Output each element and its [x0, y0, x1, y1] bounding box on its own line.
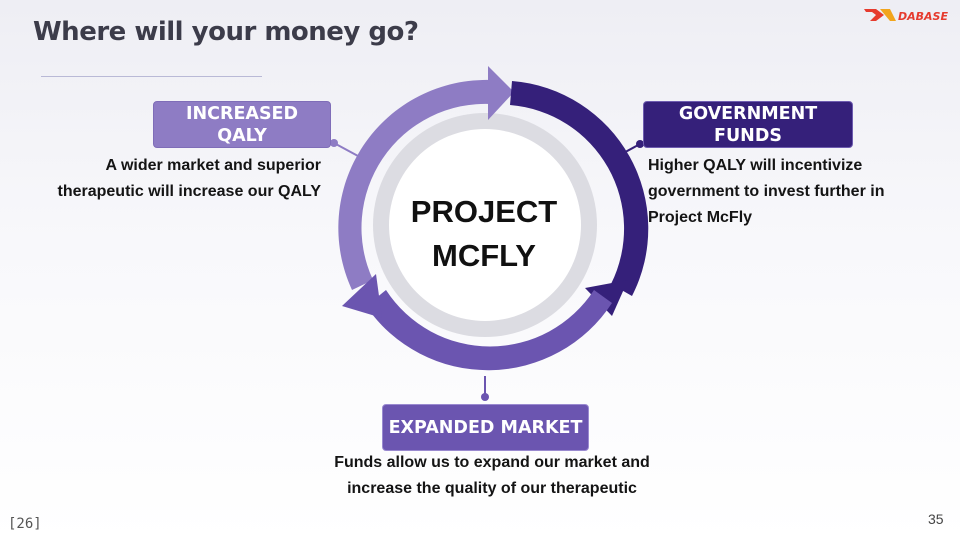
cycle-segment-government [510, 81, 649, 296]
logo-text: DABASE [898, 10, 948, 23]
node-label-government-funds: GOVERNMENT FUNDS [678, 103, 818, 146]
slide-title: Where will your money go? [33, 17, 419, 47]
page-number: 35 [928, 511, 944, 527]
connector-qaly [333, 142, 359, 157]
cycle-arrowhead-market [342, 274, 382, 318]
center-label: PROJECT MCFLY [384, 190, 584, 278]
node-box-expanded-market: EXPANDED MARKET [382, 404, 589, 451]
logo-mark-icon [864, 9, 884, 21]
title-underline [41, 76, 262, 77]
center-disc [389, 129, 581, 321]
node-label-expanded-market: EXPANDED MARKET [388, 417, 583, 438]
connector-dot-market [481, 393, 489, 401]
cycle-arrowhead-government [585, 280, 628, 316]
reference-citation: [26] [8, 516, 42, 532]
node-box-government-funds: GOVERNMENT FUNDS [643, 101, 853, 148]
node-description-government-funds: Higher QALY will incentivize government … [648, 157, 885, 226]
connector-dot-government [636, 140, 644, 148]
node-box-increased-qaly: INCREASED QALY [153, 101, 331, 148]
connector-dot-qaly [330, 139, 338, 147]
cycle-segment-qaly [338, 79, 492, 291]
node-description-expanded-market: Funds allow us to expand our market and … [334, 454, 650, 497]
node-description-increased-qaly: A wider market and superior therapeutic … [57, 157, 322, 200]
center-label-line1: PROJECT [410, 194, 558, 229]
logo-mark-accent [880, 9, 896, 21]
center-label-line2: MCFLY [432, 238, 536, 273]
node-label-increased-qaly: INCREASED QALY [185, 103, 299, 146]
cycle-segment-market [366, 290, 612, 371]
dabase-logo: DABASE [862, 6, 952, 24]
cycle-arrowhead-qaly [488, 66, 514, 120]
